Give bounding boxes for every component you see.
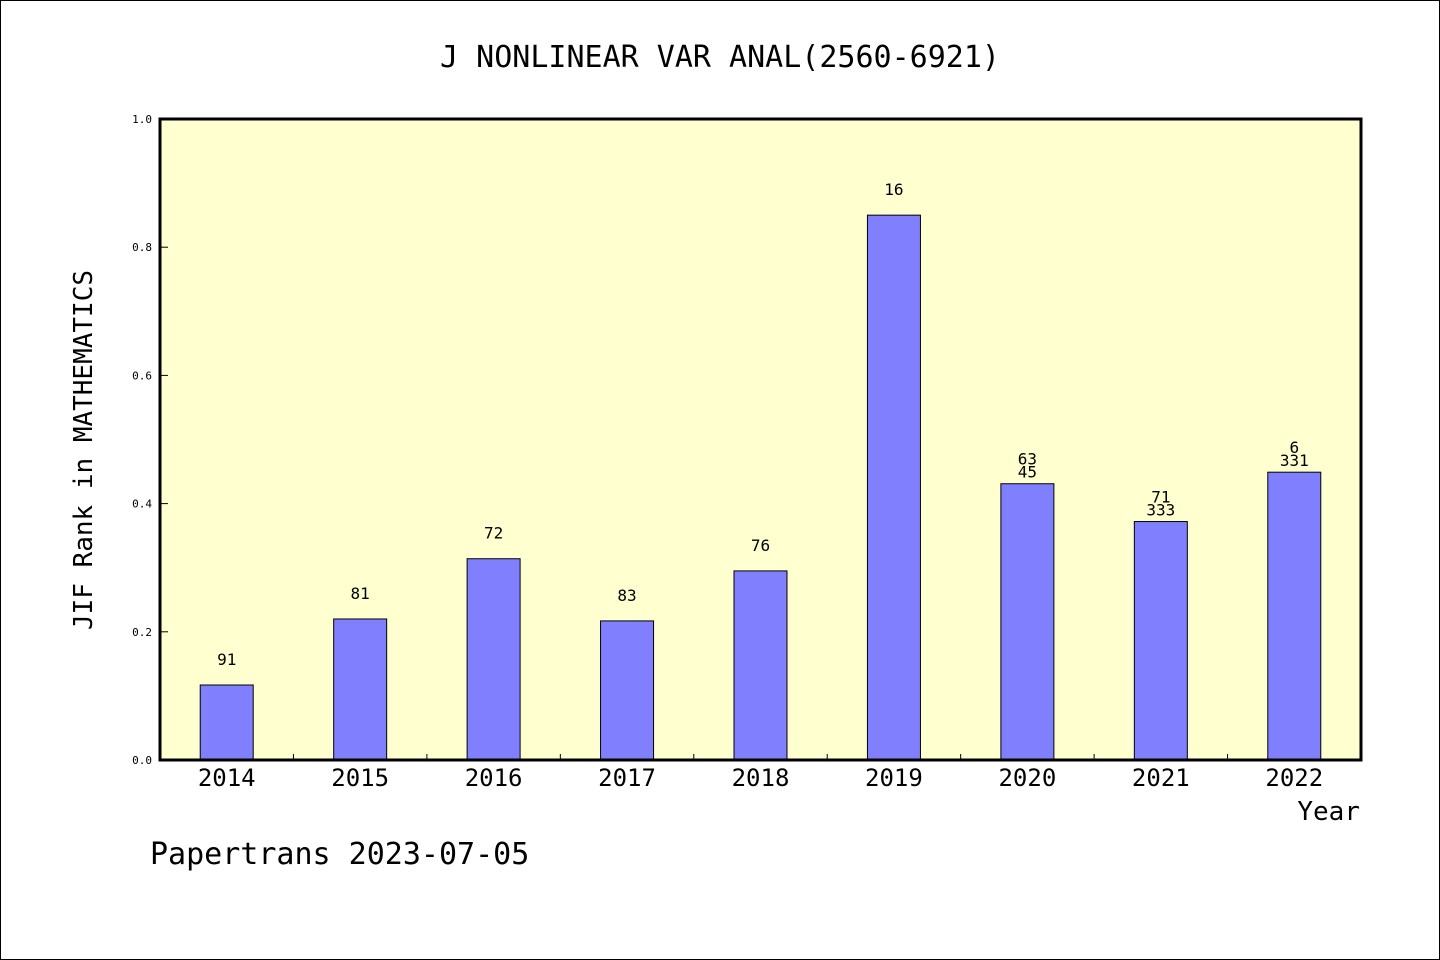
bar-2017: [600, 620, 655, 761]
footer-credit: Papertrans 2023-07-05: [150, 837, 529, 872]
x-tick-label: 2014: [198, 764, 256, 792]
y-tick-label: 0.8: [132, 241, 152, 254]
bar-label-2020: 45: [1018, 463, 1037, 482]
y-tick-label: 1.0: [132, 113, 152, 126]
y-axis-label: JIF Rank in MATHEMATICS: [69, 270, 99, 630]
bar-2020: [1000, 483, 1055, 761]
y-tick-label: 0.6: [132, 369, 152, 382]
x-tick-label: 2021: [1132, 764, 1190, 792]
x-tick-label: 2022: [1265, 764, 1323, 792]
y-tick-label: 0.4: [132, 498, 152, 511]
y-tick-label: 0.0: [132, 754, 152, 767]
bar-label-2014: 91: [217, 650, 236, 669]
x-axis: 2014 2015 2016 2017 2018 2019 2020 2021 2022: [198, 754, 1323, 792]
bar-label-2015: 81: [351, 584, 370, 603]
plot-border: [158, 117, 1363, 762]
x-tick-label: 2018: [732, 764, 790, 792]
x-axis-label: Year: [1297, 797, 1360, 827]
bar-label-2022: 331: [1280, 451, 1309, 470]
x-tick-label: 2020: [998, 764, 1056, 792]
bar-2015: [333, 618, 388, 761]
bar-label-2019: 16: [884, 180, 903, 199]
bar-label-2021: 333: [1146, 501, 1175, 520]
bar-label-2018: 76: [751, 536, 770, 555]
bar-label-2022: 6: [1289, 438, 1299, 457]
bar-2018: [733, 570, 788, 761]
x-tick-label: 2016: [465, 764, 523, 792]
bar-2021: [1133, 521, 1188, 761]
x-tick-label: 2015: [331, 764, 389, 792]
x-tick-label: 2017: [598, 764, 656, 792]
bar-2022: [1267, 471, 1322, 761]
bar-label-2016: 72: [484, 524, 503, 543]
bar-series: [199, 214, 1322, 761]
x-tick-label: 2019: [865, 764, 923, 792]
y-tick-label: 0.2: [132, 626, 152, 639]
bar-label-2017: 83: [617, 586, 636, 605]
bar-2014: [199, 684, 254, 761]
chart-title: J NONLINEAR VAR ANAL(2560-6921): [440, 40, 1000, 75]
bar-2016: [466, 558, 521, 761]
bar-2019: [866, 214, 921, 761]
bar-label-2021: 71: [1151, 488, 1170, 507]
bar-label-2020: 63: [1018, 450, 1037, 469]
